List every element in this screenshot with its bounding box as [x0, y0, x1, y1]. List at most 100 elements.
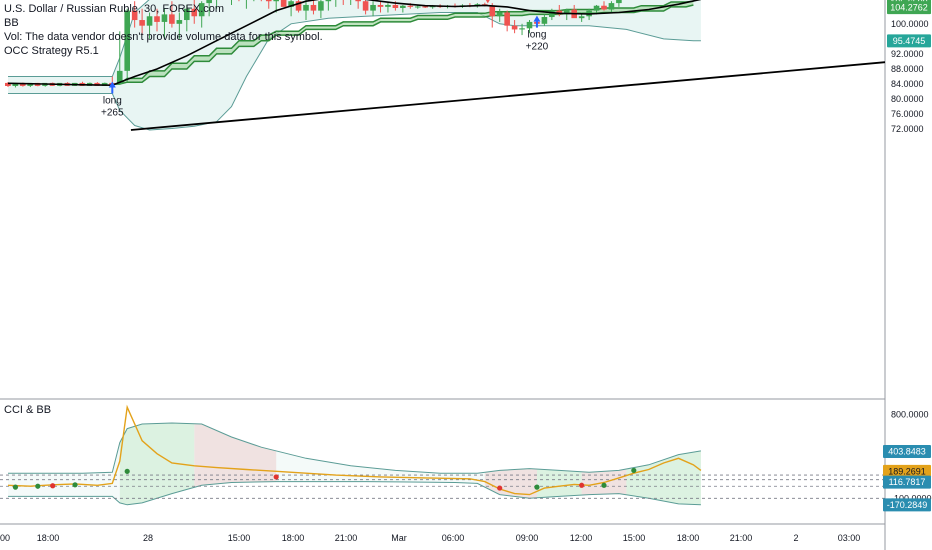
candle[interactable]	[310, 0, 317, 15]
legend-volume[interactable]: Vol: The data vendor doesn't provide vol…	[4, 31, 323, 43]
candle[interactable]	[549, 8, 555, 21]
candle[interactable]	[176, 12, 183, 39]
candle-body	[265, 0, 272, 2]
time-axis-tick: 12:00	[570, 533, 593, 543]
candle-body	[20, 84, 26, 86]
trade-label: +220	[526, 42, 549, 53]
candle-body	[102, 83, 108, 85]
candle[interactable]	[526, 20, 533, 34]
candle[interactable]	[608, 1, 615, 13]
trade-label: long	[527, 30, 546, 41]
candle[interactable]	[124, 8, 130, 83]
lower-pane-title[interactable]: CCI & BB	[4, 404, 52, 416]
candle-body	[191, 8, 198, 17]
candle-body	[79, 83, 86, 85]
candle[interactable]	[191, 0, 198, 24]
cci-signal-dot	[12, 484, 19, 490]
candle-body	[27, 84, 34, 86]
candle[interactable]	[280, 0, 287, 7]
candle-body	[601, 5, 607, 10]
candle-body	[161, 14, 168, 22]
candle[interactable]	[5, 82, 11, 88]
candle[interactable]	[198, 1, 205, 28]
price-axis-tick: 92.0000	[891, 49, 924, 59]
time-axis-tick: 28	[143, 533, 153, 543]
candle[interactable]	[385, 3, 391, 13]
candle[interactable]	[116, 31, 123, 85]
trade-label: +265	[101, 107, 124, 118]
candle[interactable]	[131, 1, 138, 28]
candle[interactable]	[146, 12, 153, 39]
candle[interactable]	[511, 20, 518, 34]
short-arrow-icon	[485, 0, 490, 4]
candle-body	[563, 9, 570, 15]
time-axis-tick: 00	[0, 533, 10, 543]
long-arrow-icon	[108, 81, 116, 94]
candle-body	[5, 84, 11, 86]
candle[interactable]	[318, 0, 324, 19]
candle-body	[496, 12, 503, 17]
cci-axis-tick: -100.0000	[891, 493, 932, 503]
candle-body	[146, 16, 153, 26]
time-axis-tick: 18:00	[37, 533, 60, 543]
signal-cloud-fill	[112, 1, 694, 85]
candle[interactable]	[333, 0, 339, 7]
candle-body	[392, 4, 399, 8]
price-tag-text: 95.4745	[893, 36, 926, 46]
cci-zone-green	[119, 423, 195, 505]
candle[interactable]	[496, 8, 503, 22]
candle[interactable]	[273, 0, 279, 13]
candle[interactable]	[541, 14, 548, 26]
cci-signal-dot	[50, 483, 56, 489]
candle[interactable]	[161, 8, 168, 39]
legend-strategy[interactable]: OCC Strategy R5.1	[4, 45, 99, 57]
candle[interactable]	[265, 0, 272, 9]
candle[interactable]	[340, 0, 346, 5]
candle-body	[154, 16, 160, 22]
candle[interactable]	[214, 0, 220, 9]
cci-axis-tick: 800.0000	[891, 410, 929, 420]
candle[interactable]	[184, 4, 190, 32]
candle-body	[139, 20, 145, 26]
candle[interactable]	[206, 0, 212, 17]
bb-band-fill	[8, 0, 701, 130]
candle[interactable]	[601, 1, 607, 11]
candle[interactable]	[563, 8, 570, 21]
time-axis-tick: 2	[793, 533, 798, 543]
candle-body	[94, 83, 101, 85]
candle-body	[593, 5, 600, 11]
cci-signal-dot	[497, 485, 503, 491]
candle[interactable]	[295, 0, 302, 13]
price-tag-text: 104.2762	[890, 3, 928, 13]
candle-body	[295, 1, 302, 11]
candle[interactable]	[504, 10, 510, 32]
bb-lower-line	[8, 12, 701, 131]
candle[interactable]	[400, 4, 406, 13]
candle[interactable]	[489, 3, 496, 28]
legend-bb[interactable]: BB	[4, 17, 19, 29]
candle[interactable]	[139, 8, 145, 36]
trade-label: long	[103, 95, 122, 106]
long-arrow-icon	[533, 15, 541, 28]
candle[interactable]	[348, 0, 354, 5]
candle[interactable]	[325, 0, 332, 11]
candle[interactable]	[169, 1, 175, 28]
candle[interactable]	[519, 23, 525, 36]
trend-line[interactable]	[130, 61, 886, 131]
price-axis-tick: 76.0000	[891, 109, 924, 119]
candle[interactable]	[288, 0, 294, 17]
candle[interactable]	[362, 0, 369, 15]
candle[interactable]	[303, 0, 309, 21]
candle-body	[198, 3, 205, 17]
candle[interactable]	[616, 0, 622, 7]
candle[interactable]	[244, 0, 250, 9]
candle[interactable]	[370, 1, 376, 17]
candle-body	[169, 14, 175, 24]
cci-tag	[883, 475, 931, 489]
candle[interactable]	[355, 0, 361, 9]
candle[interactable]	[154, 8, 160, 32]
cci-line	[7, 404, 702, 496]
candle[interactable]	[377, 1, 384, 13]
candle[interactable]	[593, 4, 600, 15]
